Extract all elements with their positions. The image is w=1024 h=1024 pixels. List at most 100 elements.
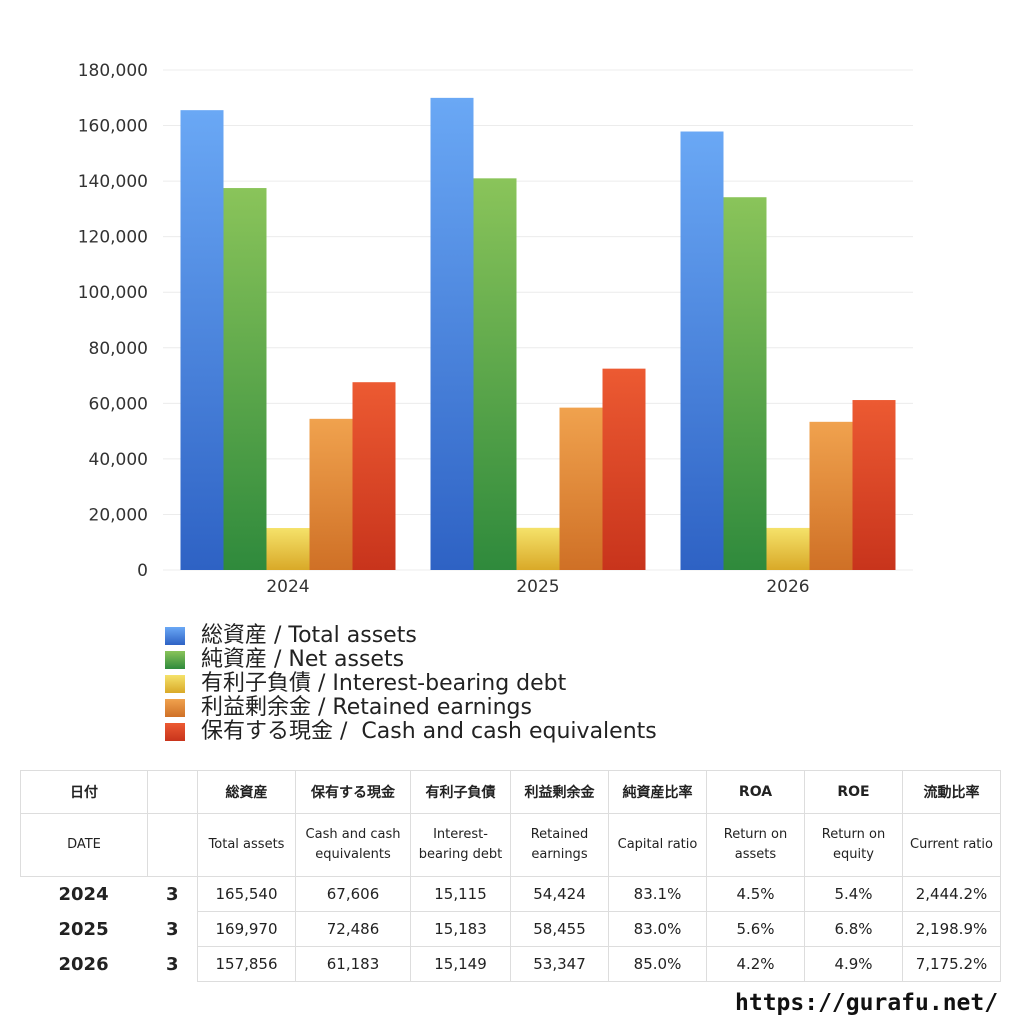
legend-swatch: [165, 651, 185, 669]
header-ja-cell: 日付: [20, 770, 148, 814]
y-tick-label: 180,000: [78, 61, 148, 81]
table-row: 2025 3 169,970 72,486 15,183 58,455 83.0% 5.6% 6…: [21, 911, 1001, 947]
legend-swatch: [165, 627, 185, 645]
bars: [180, 97, 896, 571]
header-ja-cell: 利益剰余金: [510, 770, 609, 814]
y-tick-label: 80,000: [89, 339, 148, 359]
bar-2024-series-1: [223, 188, 267, 571]
header-ja-cell: ROE: [804, 770, 903, 814]
header-en-cell: Retained earnings: [510, 813, 609, 877]
value-cell: 15,115: [410, 876, 511, 912]
value-cell: 169,970: [197, 911, 296, 947]
value-cell: 83.0%: [608, 911, 707, 947]
month-cell: 3: [147, 911, 198, 947]
value-cell: 7,175.2%: [902, 946, 1001, 982]
bar-2026-series-0: [680, 131, 724, 570]
source-url: https://gurafu.net/: [735, 990, 999, 1016]
header-ja-cell: [147, 770, 198, 814]
value-cell: 67,606: [295, 876, 411, 912]
value-cell: 6.8%: [804, 911, 903, 947]
value-cell: 5.4%: [804, 876, 903, 912]
value-cell: 5.6%: [706, 911, 805, 947]
legend-label: 純資産 / Net assets: [201, 647, 405, 672]
month-cell: 3: [147, 946, 198, 982]
value-cell: 2,444.2%: [902, 876, 1001, 912]
value-cell: 58,455: [510, 911, 609, 947]
header-en-cell: Return on assets: [706, 813, 805, 877]
header-en-cell: Capital ratio: [608, 813, 707, 877]
bar-2025-series-3: [559, 407, 603, 570]
year-cell: 2026: [58, 953, 109, 975]
table-row: 2026 3 157,856 61,183 15,149 53,347 85.0% 4.2% 4…: [21, 946, 1001, 982]
bar-2024-series-2: [266, 528, 310, 570]
bar-2024-series-0: [180, 110, 224, 571]
bar-2026-series-4: [852, 400, 896, 570]
y-tick-label: 0: [137, 561, 148, 581]
value-cell: 165,540: [197, 876, 296, 912]
value-cell: 85.0%: [608, 946, 707, 982]
value-cell: 83.1%: [608, 876, 707, 912]
header-en-cell: Cash and cash equivalents: [295, 813, 411, 877]
y-tick-label: 40,000: [89, 450, 148, 470]
bar-2026-series-3: [809, 421, 853, 570]
month-cell: 3: [147, 876, 198, 912]
header-ja-cell: 純資産比率: [608, 770, 707, 814]
legend-item: 利益剰余金 / Retained earnings: [165, 696, 657, 720]
value-cell: 15,183: [410, 911, 511, 947]
header-ja-cell: 保有する現金: [295, 770, 411, 814]
legend-item: 保有する現金 / Cash and cash equivalents: [165, 720, 657, 744]
y-tick-label: 120,000: [78, 228, 148, 248]
legend-swatch: [165, 675, 185, 693]
value-cell: 157,856: [197, 946, 296, 982]
bar-2025-series-0: [430, 97, 474, 570]
y-tick-label: 100,000: [78, 283, 148, 303]
value-cell: 72,486: [295, 911, 411, 947]
x-category-label: 2024: [266, 577, 309, 597]
header-ja-cell: 有利子負債: [410, 770, 511, 814]
header-row-english: DATE Total assets Cash and cash equivalent…: [20, 813, 1001, 877]
bar-2025-series-2: [516, 527, 560, 570]
value-cell: 4.5%: [706, 876, 805, 912]
header-ja-cell: 総資産: [197, 770, 296, 814]
value-cell: 15,149: [410, 946, 511, 982]
bar-chart: 0 20,000 40,000 60,000 80,000 100,000 120,000 1…: [78, 61, 913, 597]
legend-label: 総資産 / Total assets: [201, 623, 417, 648]
header-en-cell: DATE: [20, 813, 148, 877]
bar-2024-series-3: [309, 418, 353, 570]
value-cell: 54,424: [510, 876, 609, 912]
legend: 総資産 / Total assets 純資産 / Net assets 有利子負債 …: [165, 624, 657, 744]
legend-item: 総資産 / Total assets: [165, 624, 657, 648]
legend-label: 利益剰余金 / Retained earnings: [201, 695, 532, 720]
y-tick-label: 160,000: [78, 117, 148, 137]
financial-table: 日付 総資産 保有する現金 有利子負債 利益剰余金 純資産比率 ROA ROE 流動比率 DAT…: [20, 770, 1001, 982]
x-category-label: 2025: [516, 577, 559, 597]
y-axis-ticks: 0 20,000 40,000 60,000 80,000 100,000 120,000 1…: [78, 61, 148, 581]
header-en-cell: [147, 813, 198, 877]
bar-2025-series-4: [602, 368, 646, 570]
table-row: 2024 3 165,540 67,606 15,115 54,424 83.1% 4.5% 5…: [21, 876, 1001, 912]
bar-2024-series-4: [352, 382, 396, 570]
x-category-label: 2026: [766, 577, 809, 597]
year-cell: 2025: [58, 918, 109, 940]
header-ja-cell: ROA: [706, 770, 805, 814]
bar-2025-series-1: [473, 178, 517, 571]
header-en-cell: Return on equity: [804, 813, 903, 877]
legend-label: 有利子負債 / Interest-bearing debt: [201, 671, 567, 696]
bar-2026-series-2: [766, 527, 810, 570]
x-axis-labels: 2024 2025 2026: [266, 577, 809, 597]
legend-swatch: [165, 699, 185, 717]
value-cell: 53,347: [510, 946, 609, 982]
value-cell: 61,183: [295, 946, 411, 982]
y-tick-label: 60,000: [89, 394, 148, 414]
value-cell: 4.9%: [804, 946, 903, 982]
header-en-cell: Total assets: [197, 813, 296, 877]
header-en-cell: Current ratio: [902, 813, 1001, 877]
legend-item: 有利子負債 / Interest-bearing debt: [165, 672, 657, 696]
year-cell: 2024: [58, 883, 109, 905]
legend-item: 純資産 / Net assets: [165, 648, 657, 672]
header-row-japanese: 日付 総資産 保有する現金 有利子負債 利益剰余金 純資産比率 ROA ROE 流動比率: [20, 770, 1001, 814]
value-cell: 4.2%: [706, 946, 805, 982]
bar-2026-series-1: [723, 197, 767, 570]
grid-lines: [163, 69, 913, 571]
value-cell: 2,198.9%: [902, 911, 1001, 947]
